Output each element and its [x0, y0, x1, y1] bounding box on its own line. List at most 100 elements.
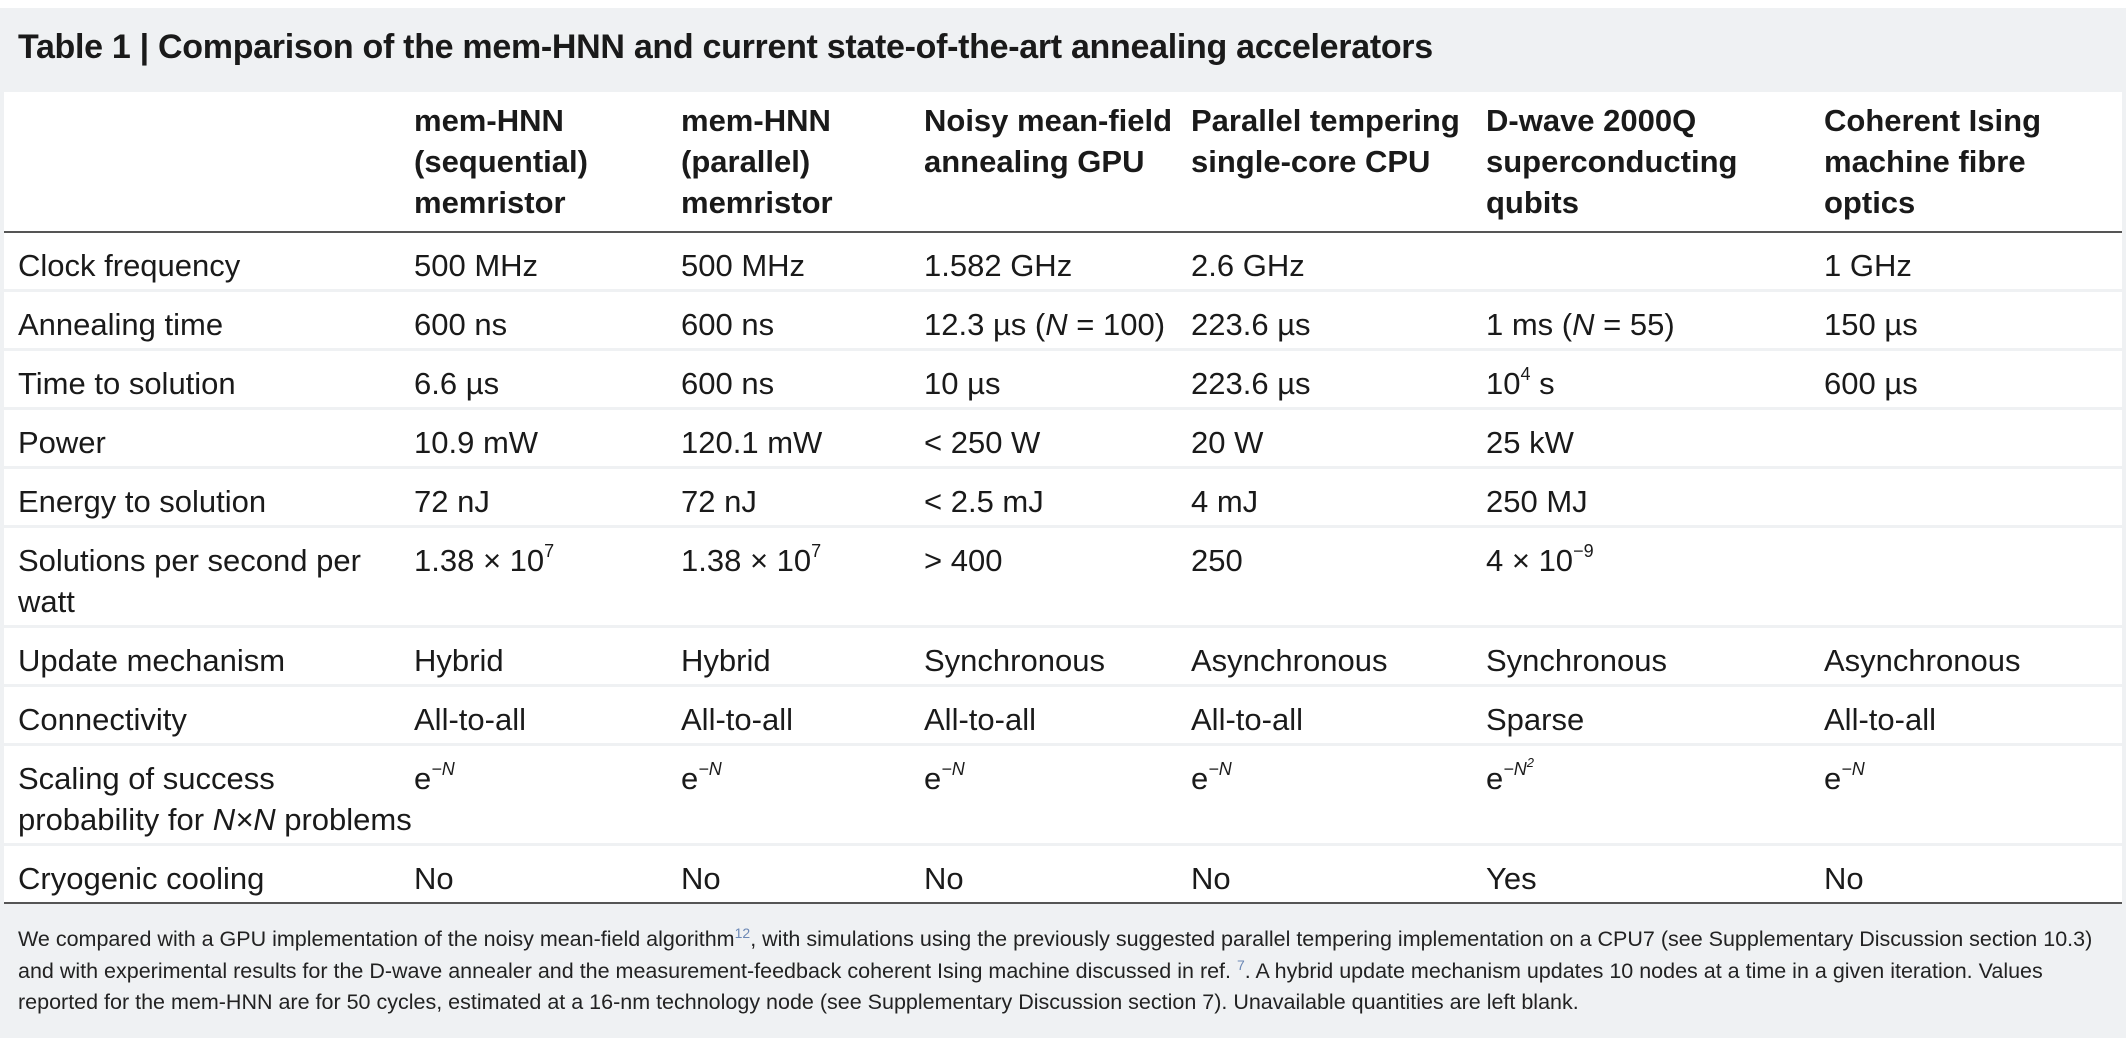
- exponent-base: −N: [1503, 759, 1527, 779]
- row-label: Connectivity: [18, 702, 187, 737]
- table-cell: No: [1191, 861, 1231, 896]
- table-row: Cryogenic cooling No No No No Yes No: [4, 845, 2122, 903]
- table-footnote: We compared with a GPU implementation of…: [18, 924, 2108, 1019]
- table-cell: 1.582 GHz: [924, 248, 1073, 283]
- exponent: −N: [941, 759, 965, 779]
- table-cell: e−N: [924, 745, 1191, 845]
- table-title: Table 1 | Comparison of the mem-HNN and …: [18, 28, 1433, 66]
- table-cell: All-to-all: [414, 702, 526, 737]
- cell-text: 1 ms (: [1486, 307, 1573, 342]
- table-cell: All-to-all: [1191, 702, 1303, 737]
- cell-text: e: [414, 761, 432, 796]
- table-cell: 223.6 µs: [1191, 307, 1311, 342]
- header-blank: [4, 92, 414, 232]
- exponent: −9: [1573, 541, 1594, 561]
- exponent: −N: [1841, 759, 1865, 779]
- exponent: −N: [698, 759, 722, 779]
- table-frame: Table 1 | Comparison of the mem-HNN and …: [0, 8, 2126, 1038]
- row-label: Update mechanism: [18, 643, 286, 678]
- exponent: 7: [811, 541, 822, 561]
- footnote-text: , with simulations using the previously …: [18, 927, 2093, 983]
- table-cell: Hybrid: [681, 643, 771, 678]
- table-cell: Asynchronous: [1824, 643, 2021, 678]
- table-cell: 1.38 × 107: [414, 527, 681, 627]
- cell-text: e: [1824, 761, 1842, 796]
- table-cell: 600 µs: [1824, 366, 1918, 401]
- exponent: −N2: [1503, 756, 1534, 779]
- table-row: Solutions per second per watt 1.38 × 107…: [4, 527, 2122, 627]
- table-cell: 150 µs: [1824, 307, 1918, 342]
- table-cell: 25 kW: [1486, 425, 1574, 460]
- cell-text: 4 × 10: [1486, 543, 1574, 578]
- reference-link-12[interactable]: 12: [734, 925, 751, 941]
- cell-text: e: [1486, 761, 1504, 796]
- exponent: 7: [544, 541, 555, 561]
- table-cell: Asynchronous: [1191, 643, 1388, 678]
- table-cell: Synchronous: [924, 643, 1105, 678]
- table-cell: No: [1824, 861, 1864, 896]
- table-cell: [1486, 232, 1824, 291]
- exponent: −N: [1208, 759, 1232, 779]
- table-row: Scaling of success probability for N×N p…: [4, 745, 2122, 845]
- table-cell: 250: [1191, 543, 1243, 578]
- table-cell: Sparse: [1486, 702, 1585, 737]
- cell-text: = 100): [1067, 307, 1166, 342]
- table-cell: [1824, 409, 2122, 468]
- cell-text: 1.38 × 10: [681, 543, 812, 578]
- table-cell: 600 ns: [414, 307, 508, 342]
- table-cell: 600 ns: [681, 366, 775, 401]
- header-mem-hnn-sequential: mem-HNN (sequential) memristor: [414, 103, 588, 220]
- table-cell: 500 MHz: [414, 248, 539, 283]
- cell-text: Scaling of success probability for: [18, 761, 275, 837]
- table-cell: No: [681, 861, 721, 896]
- variable-n: N: [1572, 307, 1595, 342]
- row-label: Annealing time: [18, 307, 224, 342]
- table-cell: 1.38 × 107: [681, 527, 924, 627]
- header-coherent-ising: Coherent Ising machine fibre optics: [1824, 103, 2042, 220]
- table-cell: 20 W: [1191, 425, 1264, 460]
- reference-link-7[interactable]: 7: [1236, 956, 1245, 973]
- footnote-text: . A hybrid update mechanism updates 10 n…: [18, 958, 2043, 1015]
- header-mem-hnn-parallel: mem-HNN (parallel) memristor: [681, 103, 833, 220]
- cell-text: problems: [275, 802, 412, 837]
- table-cell: e−N: [1824, 745, 2122, 845]
- variable-nxn: N×N: [212, 802, 276, 837]
- table-cell: Yes: [1486, 861, 1537, 896]
- cell-text: s: [1530, 366, 1555, 401]
- table-cell: 2.6 GHz: [1191, 248, 1305, 283]
- table-cell: 223.6 µs: [1191, 366, 1311, 401]
- variable-n: N: [1045, 307, 1068, 342]
- footnote-text: We compared with a GPU implementation of…: [18, 927, 735, 951]
- table-row: Annealing time 600 ns 600 ns 12.3 µs (N …: [4, 291, 2122, 350]
- cell-text: 12.3 µs (: [924, 307, 1046, 342]
- row-label: Cryogenic cooling: [18, 861, 265, 896]
- table-cell: e−N: [1191, 745, 1486, 845]
- header-row: mem-HNN (sequential) memristor mem-HNN (…: [4, 92, 2122, 232]
- header-cpu: Parallel tempering single-core CPU: [1191, 103, 1460, 179]
- table-cell: 10 µs: [924, 366, 1001, 401]
- row-label: Time to solution: [18, 366, 236, 401]
- table-row: Energy to solution 72 nJ 72 nJ < 2.5 mJ …: [4, 468, 2122, 527]
- table-cell: 10.9 mW: [414, 425, 539, 460]
- table-row: Clock frequency 500 MHz 500 MHz 1.582 GH…: [4, 232, 2122, 291]
- table-cell: e−N2: [1486, 745, 1824, 845]
- table-cell: 4 × 10−9: [1486, 527, 1824, 627]
- table-row: Update mechanism Hybrid Hybrid Synchrono…: [4, 627, 2122, 686]
- header-d-wave: D-wave 2000Q superconducting qubits: [1486, 103, 1738, 220]
- table-cell: 4 mJ: [1191, 484, 1259, 519]
- table-cell: 600 ns: [681, 307, 775, 342]
- row-label: Clock frequency: [18, 248, 241, 283]
- table-cell: e−N: [681, 745, 924, 845]
- cell-text: = 55): [1594, 307, 1675, 342]
- cell-text: 10: [1486, 366, 1521, 401]
- table-cell: < 250 W: [924, 425, 1041, 460]
- table-cell: 120.1 mW: [681, 425, 823, 460]
- table-row: Time to solution 6.6 µs 600 ns 10 µs 223…: [4, 350, 2122, 409]
- table-cell: 500 MHz: [681, 248, 806, 283]
- table-cell: 1 ms (N = 55): [1486, 291, 1824, 350]
- table-cell: e−N: [414, 745, 681, 845]
- table-cell: 104 s: [1486, 350, 1824, 409]
- table-cell: No: [414, 861, 454, 896]
- table-cell: 250 MJ: [1486, 484, 1588, 519]
- cell-text: e: [1191, 761, 1209, 796]
